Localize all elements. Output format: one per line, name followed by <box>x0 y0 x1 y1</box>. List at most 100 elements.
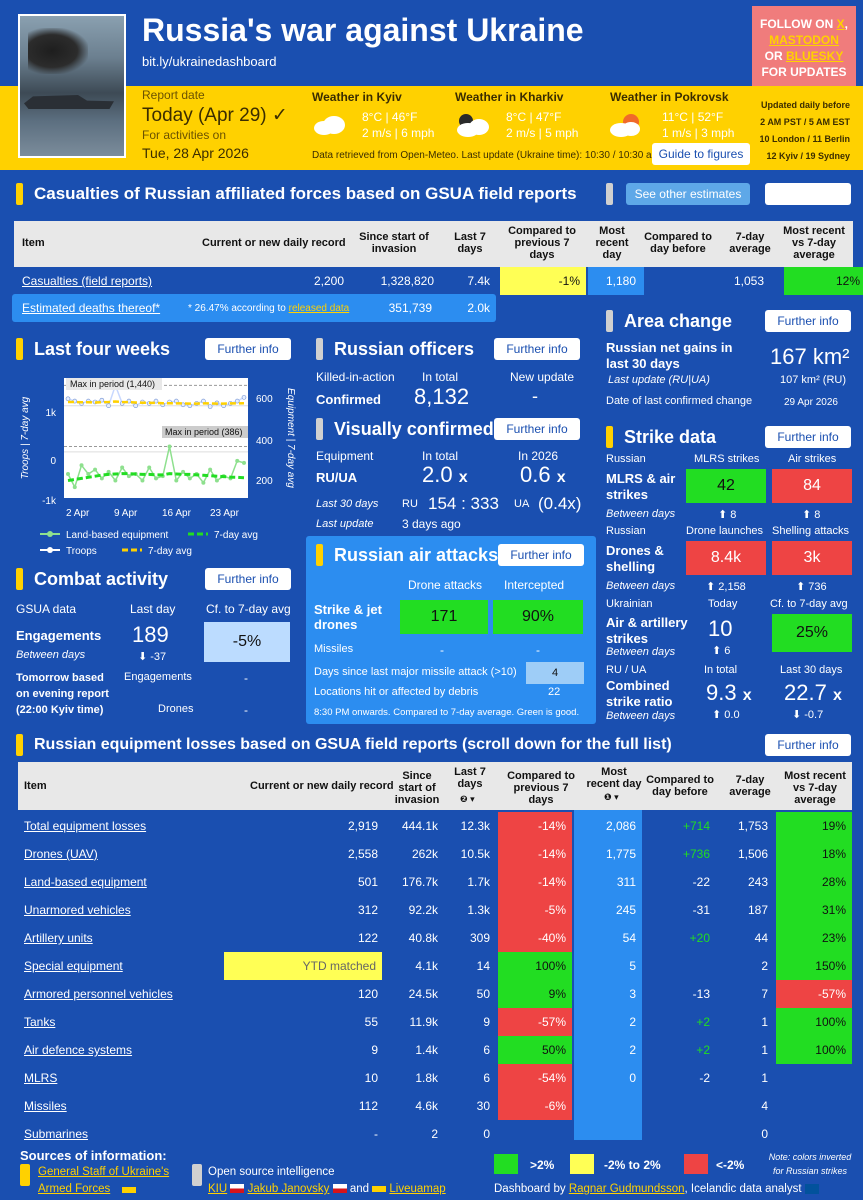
officers-total-label: In total <box>422 370 459 384</box>
avg-cell: 2 <box>761 959 768 973</box>
since-cell: 1.8k <box>415 1071 438 1085</box>
net-gains-label: Russian net gains in last 30 days <box>606 340 733 371</box>
report-date-label: Report date <box>142 88 205 102</box>
last-update-label: Last update <box>316 518 374 530</box>
legend-red: <-2% <box>716 1158 745 1172</box>
kiu-link[interactable]: KIU <box>208 1183 228 1195</box>
equipment-item-link[interactable]: MLRS <box>24 1071 58 1085</box>
gs-link[interactable]: General Staff of Ukraine's <box>38 1166 170 1178</box>
equipment-item-link[interactable]: Artillery units <box>24 931 93 945</box>
equipment-item-link[interactable]: Land-based equipment <box>24 875 147 889</box>
record-cell: 112 <box>358 1099 378 1113</box>
avg-cell: 1,506 <box>737 847 768 861</box>
compared-cell: -14% <box>498 812 572 840</box>
report-date: Today (Apr 29) <box>142 105 267 126</box>
daybefore-cell: +2 <box>696 1043 710 1057</box>
equipment-item-link[interactable]: Tanks <box>24 1015 56 1029</box>
last7-cell: 10.5k <box>460 847 490 861</box>
legend-yellow: -2% to 2% <box>604 1158 661 1172</box>
equipment-item-link[interactable]: Armored personnel vehicles <box>24 987 173 1001</box>
jj-link[interactable]: Jakub Janovsky <box>247 1183 330 1195</box>
update-note-1: Updated daily before <box>760 100 850 110</box>
avg-cell: 243 <box>747 875 768 889</box>
data-point-equipment <box>72 485 77 490</box>
recent-cell: 54 <box>622 931 636 945</box>
ua-today-value: 10 <box>708 616 733 641</box>
since-cell: 176.7k <box>401 875 438 889</box>
af-link[interactable]: Armed Forces <box>38 1183 111 1195</box>
equipment-item-link[interactable]: Drones (UAV) <box>24 847 98 861</box>
visual-total-label: In total <box>422 449 459 463</box>
today-header: Today <box>708 598 738 610</box>
strike-between-4: Between days <box>606 710 676 722</box>
section-marker <box>16 568 23 590</box>
vs-cell: 28% <box>776 868 852 896</box>
since-cell: 40.8k <box>408 931 438 945</box>
table-row: Armored personnel vehicles 120 24.5k 50 9% 3 -… <box>18 980 852 1008</box>
deaths-note: * 26.47% according to <box>188 303 286 314</box>
x-link[interactable]: X <box>836 17 845 31</box>
visual-info-button[interactable]: Further info <box>494 418 580 440</box>
casualties-link[interactable]: Casualties (field reports) <box>22 274 153 288</box>
deaths-link[interactable]: Estimated deaths thereof* <box>22 301 161 315</box>
cell-vs: 12% <box>784 267 863 295</box>
sort-icon[interactable]: ❷ ▾ <box>460 794 475 804</box>
czech-flag-icon <box>230 1184 245 1194</box>
weeks-title: Last four weeks <box>34 339 171 359</box>
area-info-button[interactable]: Further info <box>765 310 851 332</box>
vs-cell <box>776 1120 852 1148</box>
equipment-item-link[interactable]: Submarines <box>24 1127 89 1141</box>
section-marker <box>16 734 23 756</box>
ua-strikes-label: Air & artillery strikes <box>606 615 688 646</box>
equipment-title: Russian equipment losses based on GSUA f… <box>34 736 672 753</box>
officers-new-label: New update <box>510 370 575 384</box>
equipment-info-button[interactable]: Further info <box>765 734 851 756</box>
equipment-item-link[interactable]: Unarmored vehicles <box>24 903 131 917</box>
weeks-info-button[interactable]: Further info <box>205 338 291 360</box>
cf-label: Cf. to 7-day avg <box>206 602 291 616</box>
bluesky-link[interactable]: BLUESKY <box>786 49 844 63</box>
casualties-row: Casualties (field reports) 2,200 1,328,8… <box>14 267 863 295</box>
other-estimates-button[interactable]: See other estimates <box>626 183 750 205</box>
dashboard-link[interactable]: bit.ly/ukrainedashboard <box>142 54 277 69</box>
casualties-title: Casualties of Russian affiliated forces … <box>34 184 577 203</box>
mastodon-link[interactable]: MASTODON <box>769 33 839 47</box>
data-point-equipment <box>187 476 192 481</box>
vs-cell: 19% <box>776 812 852 840</box>
col-daybefore: Compared to day before <box>644 231 712 255</box>
data-point-equipment <box>113 478 118 483</box>
sort-icon[interactable]: ❶ ▾ <box>604 792 619 802</box>
last30-header: Last 30 days <box>780 664 843 676</box>
casualties-info-button[interactable] <box>765 183 851 205</box>
released-data-link[interactable]: released data <box>288 303 350 314</box>
data-point-troops <box>234 398 240 404</box>
section-marker <box>16 183 23 205</box>
section-marker <box>16 338 23 360</box>
y-tick-right-600: 600 <box>256 394 273 405</box>
table-row: Total equipment losses 2,919 444.1k 12.3k -1… <box>18 812 852 840</box>
since-cell: 444.1k <box>401 819 438 833</box>
air-info-button[interactable]: Further info <box>498 544 584 566</box>
equipment-item-link[interactable]: Special equipment <box>24 959 123 973</box>
officers-info-button[interactable]: Further info <box>494 338 580 360</box>
guide-button[interactable]: Guide to figures <box>652 143 750 165</box>
recent-cell: 5 <box>629 959 636 973</box>
recent-cell <box>578 1120 636 1148</box>
equipment-item-link[interactable]: Air defence systems <box>24 1043 133 1057</box>
cell-avg: 1,053 <box>733 274 764 288</box>
strike-info-button[interactable]: Further info <box>765 426 851 448</box>
visual-title: Visually confirmed <box>334 419 494 439</box>
liveuamap-link[interactable]: Liveuamap <box>389 1183 446 1195</box>
avg-cell: 0 <box>761 1127 768 1141</box>
author-link[interactable]: Ragnar Gudmundsson <box>568 1183 685 1195</box>
data-point-equipment <box>174 478 179 483</box>
equipment-item-link[interactable]: Missiles <box>24 1099 67 1113</box>
data-point-equipment <box>99 476 104 481</box>
engagements-label: Engagements <box>16 628 102 643</box>
vs-cell: 100% <box>776 1036 852 1064</box>
between-days-value: ⬇ -37 <box>138 651 167 663</box>
cloud-night-icon <box>452 112 492 138</box>
combat-info-button[interactable]: Further info <box>205 568 291 590</box>
y-axis-label-right: Equipment | 7-day avg <box>285 388 296 488</box>
equipment-item-link[interactable]: Total equipment losses <box>24 819 147 833</box>
